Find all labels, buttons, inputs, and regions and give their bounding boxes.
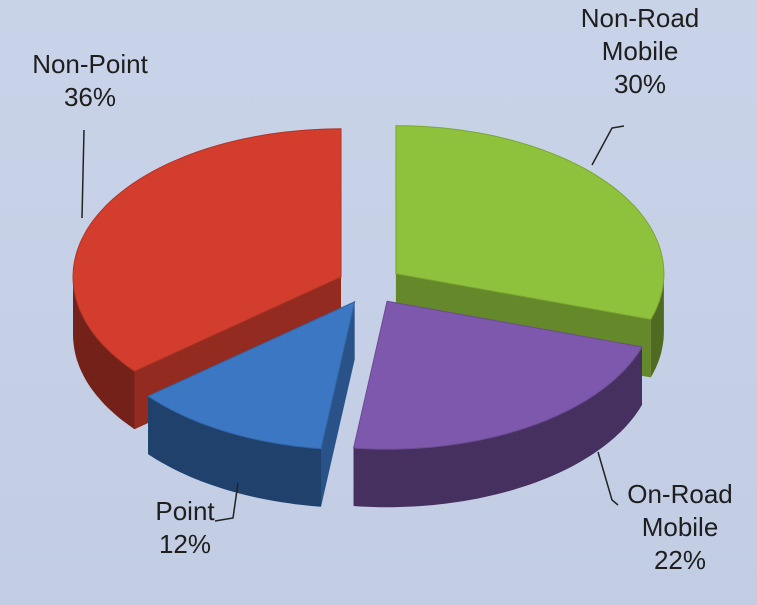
slice-label: On-Road Mobile 22% xyxy=(615,478,745,577)
category-label: Point xyxy=(155,496,215,526)
slice xyxy=(147,300,356,450)
leader-line xyxy=(81,129,85,219)
category-label: Non-Road Mobile xyxy=(580,3,700,66)
category-label: On-Road Mobile xyxy=(627,479,733,542)
slice-wall xyxy=(353,346,642,508)
slice-wall xyxy=(650,273,664,378)
leader-lines xyxy=(81,125,625,522)
leader-line xyxy=(591,125,625,166)
slice xyxy=(72,128,342,372)
slice-label: Non-Point 36% xyxy=(25,48,155,114)
pie-slices xyxy=(72,125,665,508)
slice-wall xyxy=(73,276,135,430)
slice xyxy=(352,300,643,450)
value-label: 36% xyxy=(63,82,117,112)
slice-wall xyxy=(148,396,321,507)
value-label: 12% xyxy=(158,529,212,559)
value-label: 30% xyxy=(613,69,667,99)
slice-label: Point 12% xyxy=(120,495,250,561)
leader-line xyxy=(597,451,619,506)
slice-label: Non-Road Mobile 30% xyxy=(575,2,705,101)
slice xyxy=(395,125,665,320)
leader-line xyxy=(214,482,239,522)
category-label: Non-Point xyxy=(32,49,148,79)
value-label: 22% xyxy=(653,545,707,575)
